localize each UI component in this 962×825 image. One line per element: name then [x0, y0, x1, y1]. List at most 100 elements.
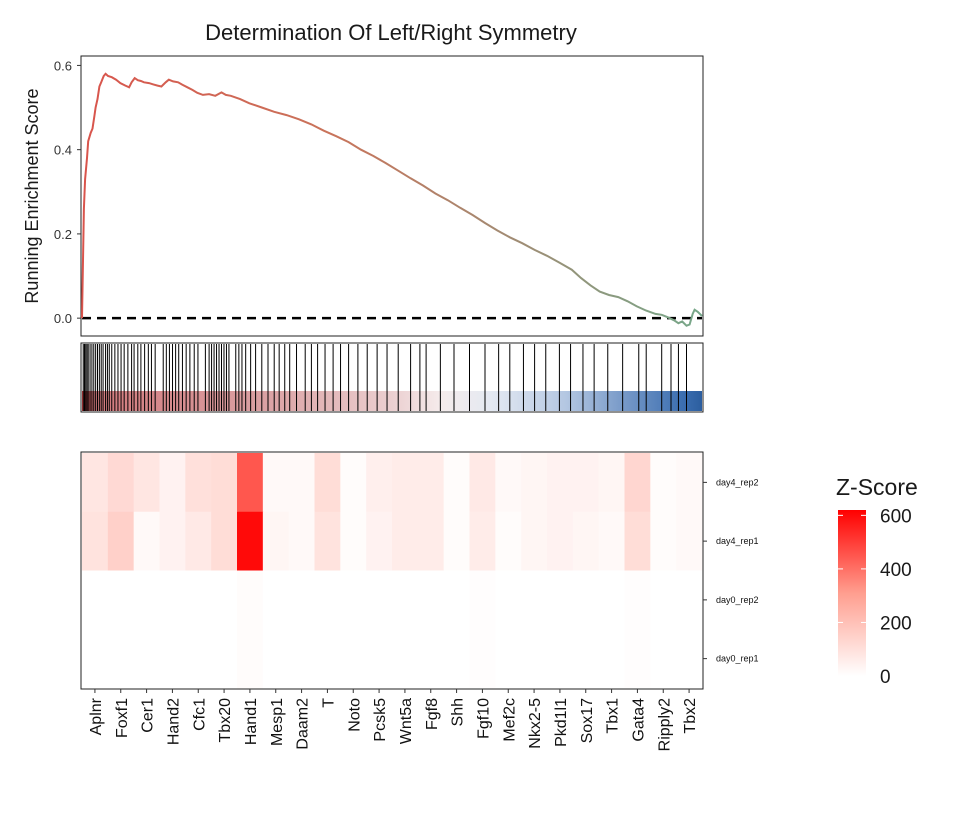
heatmap-cell [521, 629, 548, 689]
legend-tick-label: 400 [880, 560, 912, 581]
y-tick-label: 0.4 [54, 143, 72, 158]
heatmap-cell [521, 511, 548, 571]
gene-label: Ripply2 [656, 698, 673, 751]
legend-colorbar [838, 510, 866, 676]
heatmap-cell [366, 570, 393, 630]
heatmap-cell [237, 511, 264, 571]
gene-label: Sox17 [579, 698, 596, 743]
heatmap-cells [82, 453, 703, 689]
heatmap-cell [133, 453, 160, 513]
sample-labels: day4_rep2 day4_rep1 day0_rep2 day0_rep1 [703, 477, 759, 664]
heatmap-cell [262, 570, 290, 630]
heatmap-cell [314, 511, 341, 571]
heatmap-cell [133, 511, 160, 571]
y-tick-label: 0.0 [54, 311, 72, 326]
heatmap-cell [262, 511, 290, 571]
heatmap-cell [443, 570, 470, 630]
running-es-line [81, 72, 703, 327]
gene-label: Tbx20 [217, 698, 234, 743]
heatmap-cell [417, 570, 445, 630]
heatmap-cell [521, 570, 548, 630]
heatmap-cell [417, 453, 445, 513]
rank-gradient-bar [82, 391, 702, 411]
legend-tick-label: 200 [880, 613, 912, 634]
hit-marks [82, 344, 687, 411]
heatmap-cell [547, 570, 574, 630]
heatmap-cell [495, 629, 522, 689]
sample-label: day4_rep2 [716, 477, 759, 487]
heatmap-cell [650, 453, 677, 513]
heatmap-cell [495, 453, 522, 513]
gene-label: T [320, 698, 337, 708]
heatmap-cell [159, 570, 186, 630]
heatmap-cell [185, 453, 212, 513]
heatmap-cell [211, 511, 238, 571]
heatmap-cell [676, 629, 703, 689]
gene-label: Gata4 [630, 698, 647, 742]
gene-label: Hand1 [243, 698, 260, 745]
heatmap-cell [288, 453, 315, 513]
heatmap-cell [598, 453, 625, 513]
heatmap-cell [159, 629, 186, 689]
heatmap-cell [392, 511, 419, 571]
heatmap-cell [211, 629, 238, 689]
hits-panel [80, 342, 704, 413]
heatmap-cell [650, 570, 677, 630]
gene-label: Daam2 [295, 698, 312, 750]
gene-label: Hand2 [165, 698, 182, 745]
heatmap-cell [624, 570, 651, 630]
heatmap-cell [624, 511, 651, 571]
gene-label: Tbx1 [605, 698, 622, 734]
hits-panel-frame [80, 342, 704, 413]
gene-label: Mef2c [501, 698, 518, 742]
heatmap-cell [314, 570, 341, 630]
heatmap-frame [80, 451, 704, 690]
gene-label: Shh [450, 698, 467, 726]
heatmap-cell [133, 570, 160, 630]
heatmap-cell [547, 453, 574, 513]
y-tick-label: 0.6 [54, 58, 72, 73]
gene-label: Pcsk5 [372, 698, 389, 742]
heatmap-cell [82, 570, 109, 630]
heatmap-cell [340, 570, 367, 630]
es-panel-frame [80, 55, 704, 337]
heatmap-cell [107, 570, 135, 630]
heatmap-cell [495, 511, 522, 571]
heatmap-cell [82, 511, 109, 571]
zscore-legend: Z-Score 600 400 200 0 [836, 474, 918, 688]
heatmap-cell [107, 453, 135, 513]
heatmap-cell [443, 453, 470, 513]
gene-label: Noto [346, 698, 363, 732]
heatmap-cell [417, 511, 445, 571]
heatmap-cell [572, 453, 600, 513]
legend-title: Z-Score [836, 474, 918, 500]
heatmap-cell [547, 629, 574, 689]
y-axis-label: Running Enrichment Score [22, 88, 42, 303]
heatmap-cell [314, 629, 341, 689]
heatmap-cell [392, 629, 419, 689]
gene-label: Tbx2 [682, 698, 699, 734]
gene-label: Aplnr [88, 697, 105, 735]
heatmap-cell [469, 453, 496, 513]
heatmap-cell [521, 453, 548, 513]
y-tick-label: 0.2 [54, 227, 72, 242]
heatmap-cell [598, 629, 625, 689]
heatmap-cell [417, 629, 445, 689]
gene-label: Fgf10 [475, 698, 492, 739]
heatmap-cell [237, 629, 264, 689]
heatmap-cell [211, 453, 238, 513]
heatmap-cell [340, 511, 367, 571]
gene-label: Wnt5a [398, 698, 415, 744]
heatmap-cell [392, 570, 419, 630]
gene-label: Foxf1 [114, 698, 131, 738]
legend-tick-label: 600 [880, 506, 912, 527]
heatmap-panel: day4_rep2 day4_rep1 day0_rep2 day0_rep1 Apl… [80, 451, 759, 751]
heatmap-cell [185, 629, 212, 689]
heatmap-cell [469, 570, 496, 630]
heatmap-cell [650, 511, 677, 571]
heatmap-cell [443, 629, 470, 689]
legend-ticks: 600 400 200 0 [838, 506, 912, 688]
heatmap-cell [82, 629, 109, 689]
gene-label: Cfc1 [191, 698, 208, 731]
